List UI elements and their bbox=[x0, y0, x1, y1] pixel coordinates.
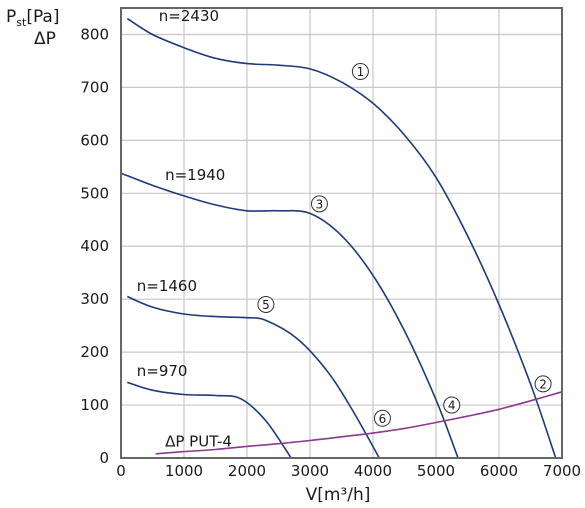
x-tick-label: 6000 bbox=[480, 462, 518, 480]
curve-marker-4: 4 bbox=[443, 396, 461, 414]
plot-frame bbox=[120, 7, 563, 459]
y-axis-title: Pst[Pa] bbox=[6, 7, 59, 29]
marker-number: 1 bbox=[357, 65, 365, 79]
curve-markers: 1 2 3 4 5 6 bbox=[257, 63, 552, 427]
marker-circle bbox=[534, 375, 552, 393]
x-tick-label: 2000 bbox=[228, 462, 266, 480]
y-tick-label: 0 bbox=[99, 449, 109, 467]
tick-labels: 0 1000 2000 3000 4000 5000 6000 7000 0 100 200 300 4… bbox=[80, 25, 581, 480]
curve-marker-3: 3 bbox=[310, 195, 328, 213]
y-tick-label: 700 bbox=[80, 78, 109, 96]
y-tick-label: 400 bbox=[80, 237, 109, 255]
y-tick-label: 200 bbox=[80, 343, 109, 361]
marker-number: 4 bbox=[448, 399, 456, 413]
x-axis-title: V[m³/h] bbox=[306, 485, 371, 505]
curve-marker-1: 1 bbox=[351, 63, 369, 81]
curve-label: n=1940 bbox=[165, 166, 225, 184]
curve-label: ΔP PUT-4 bbox=[165, 432, 232, 450]
x-tick-label: 1000 bbox=[165, 462, 203, 480]
marker-circle bbox=[373, 409, 391, 427]
curve-marker-5: 5 bbox=[257, 295, 275, 313]
curve-marker-2: 2 bbox=[534, 375, 552, 393]
curve-label: n=1460 bbox=[137, 277, 197, 295]
fan-curve-3 bbox=[120, 172, 459, 459]
system-curve bbox=[155, 391, 563, 455]
marker-circle bbox=[257, 295, 275, 313]
x-tick-label: 4000 bbox=[354, 462, 392, 480]
marker-number: 5 bbox=[262, 298, 270, 312]
marker-number: 2 bbox=[539, 377, 547, 391]
curves bbox=[120, 17, 563, 459]
x-tick-label: 7000 bbox=[543, 462, 581, 480]
fan-curve-5 bbox=[126, 295, 380, 459]
y-tick-label: 500 bbox=[80, 184, 109, 202]
x-tick-label: 5000 bbox=[417, 462, 455, 480]
y-tick-label: 600 bbox=[80, 131, 109, 149]
fan-curve-7 bbox=[127, 381, 292, 459]
marker-circle bbox=[310, 195, 328, 213]
y-tick-label: 800 bbox=[80, 25, 109, 43]
curve-label: n=2430 bbox=[159, 7, 219, 25]
marker-number: 6 bbox=[379, 412, 387, 426]
marker-number: 3 bbox=[316, 197, 324, 211]
fan-curve-1 bbox=[126, 17, 557, 459]
y-tick-label: 100 bbox=[80, 396, 109, 414]
x-tick-label: 3000 bbox=[291, 462, 329, 480]
x-tick-label: 0 bbox=[116, 462, 126, 480]
y-axis-title-second: ΔP bbox=[34, 29, 56, 49]
y-tick-label: 300 bbox=[80, 290, 109, 308]
curve-marker-6: 6 bbox=[373, 409, 391, 427]
marker-circle bbox=[351, 63, 369, 81]
marker-circle bbox=[443, 396, 461, 414]
grid bbox=[120, 8, 563, 459]
annotations: n=2430 n=1940 n=1460 n=970 ΔP PUT-4 bbox=[137, 7, 232, 450]
curve-label: n=970 bbox=[137, 362, 188, 380]
